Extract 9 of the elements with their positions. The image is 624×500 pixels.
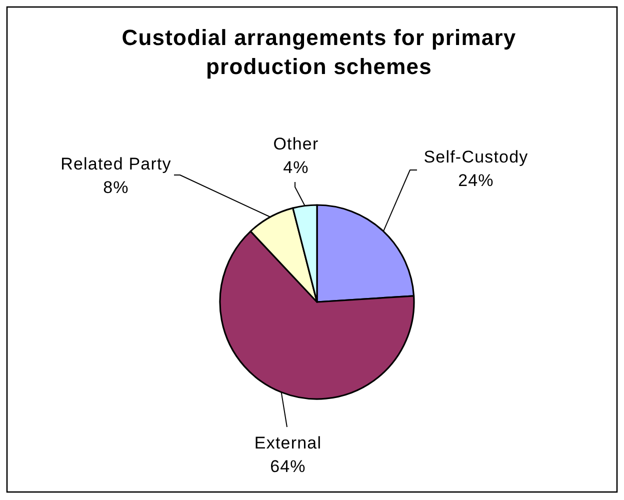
data-label: 8% (103, 177, 129, 196)
slice-label: Other (273, 134, 319, 153)
chart-title: Custodial arrangements for primary production schemes (122, 24, 516, 78)
slice-label: Self-Custody (424, 146, 528, 166)
slice-label: Related Party (60, 154, 172, 173)
data-label: 4% (283, 157, 309, 176)
data-label: 64% (270, 456, 306, 476)
data-label: 24% (458, 170, 494, 190)
slice-label: External (254, 432, 322, 452)
